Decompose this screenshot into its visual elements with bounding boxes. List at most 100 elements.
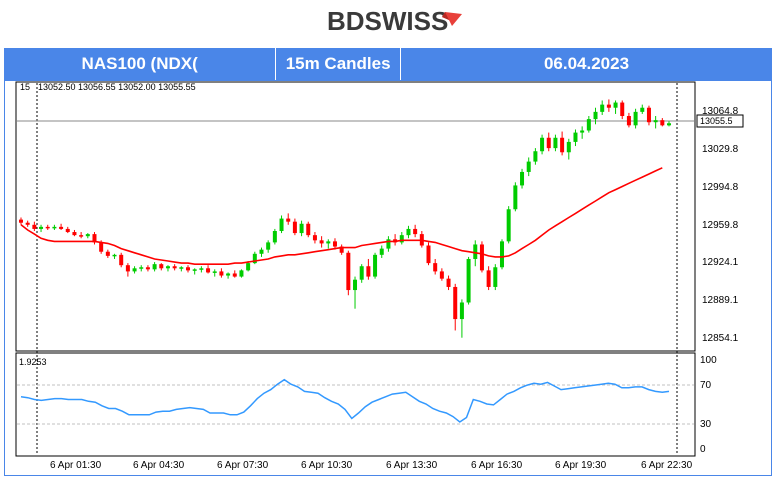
candle-body [546,137,551,149]
candle [513,182,518,212]
oscillator-readout: 1.9253 [19,357,47,367]
candle-body [573,132,578,142]
candle [506,206,511,244]
candle-body [45,226,50,229]
candle-body [279,218,284,232]
candle-body [319,240,324,244]
candle-body [459,302,464,320]
candle [199,266,204,273]
candle-body [499,241,504,268]
candle [393,234,398,246]
candle [179,266,184,272]
candle [45,224,50,230]
candle [192,268,197,275]
candle [399,232,404,245]
candle-body [32,224,37,229]
bdswiss-logo: BDSWISS [0,0,780,44]
candle-body [65,228,70,233]
candle [212,269,217,277]
candle [259,247,264,257]
candle-body [646,107,651,123]
candle-body [112,254,117,257]
candle [32,221,37,232]
candle [226,272,231,279]
candle [252,251,257,265]
candle [59,223,64,230]
candle-body [59,226,64,229]
candle-body [52,226,57,229]
candle-body [486,270,491,287]
candle-body [85,234,90,237]
candle [433,258,438,275]
candle [453,283,458,331]
candle [459,299,464,338]
price-marker-label: 13055.5 [700,116,733,126]
candle [79,232,84,239]
candle-body [453,286,458,320]
candle-body [399,235,404,243]
candle [667,121,671,127]
candle-body [92,234,97,243]
candle [560,131,565,156]
candle-body [145,267,150,270]
candle [232,270,237,278]
candle [493,264,498,291]
candle [439,268,444,281]
candle [145,265,150,272]
candle-body [640,107,645,112]
candle [620,100,625,120]
candle [239,269,244,278]
candle [386,236,391,252]
candle-body [152,264,157,270]
candle-body [219,271,224,276]
osc-y-tick-label: 0 [700,444,706,455]
candle [219,268,224,278]
candle-body [373,254,378,277]
candle [653,116,658,129]
y-tick-label: 12854.1 [702,333,739,344]
candle-body [119,254,124,266]
candle-body [473,244,478,259]
candles-group [19,99,671,338]
oscillator-pane-border [15,352,696,457]
candle-body [286,218,291,222]
candle-body [586,119,591,131]
candle [326,239,331,249]
candle-body [386,239,391,249]
candle-body [533,151,538,162]
candle [553,134,558,152]
candle [573,129,578,147]
candle [105,249,110,258]
x-tick-label: 6 Apr 16:30 [471,460,523,471]
candle-body [540,137,545,152]
candle [366,258,371,280]
candle-body [39,226,44,229]
candle-body [326,241,331,244]
candle-body [332,241,337,247]
candle-body [246,263,251,271]
candle [660,118,665,127]
candle [353,276,358,309]
candle-body [199,268,204,270]
candle-body [252,253,257,264]
candle-body [433,263,438,272]
candle [165,265,170,272]
candle-body [72,232,77,236]
candle-body [439,271,444,279]
oscillator-line [20,378,670,423]
candle [19,217,23,225]
oscillator-group [20,378,670,423]
x-tick-label: 6 Apr 07:30 [217,460,269,471]
candle-body [266,242,271,250]
candle-body [206,268,211,273]
candle-body [593,111,598,120]
candle [526,157,531,177]
x-tick-label: 6 Apr 01:30 [50,460,102,471]
x-tick-label: 6 Apr 22:30 [641,460,693,471]
x-tick-label: 6 Apr 19:30 [555,460,607,471]
candle-body [366,266,371,277]
candle-body [606,104,611,108]
candle [379,245,384,258]
candle [186,265,191,273]
